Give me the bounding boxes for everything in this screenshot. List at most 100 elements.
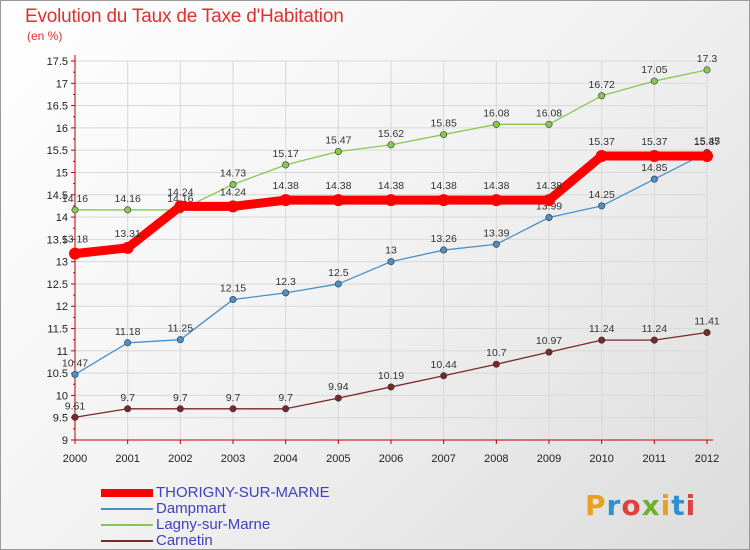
data-point — [440, 131, 448, 139]
data-label: 14.38 — [378, 180, 404, 192]
logo-letter: r — [606, 489, 622, 522]
data-point — [598, 92, 606, 100]
logo-letter: o — [621, 489, 642, 522]
y-tick-label: 10 — [56, 390, 68, 402]
data-point — [334, 148, 342, 156]
data-point — [595, 149, 608, 162]
legend-swatch — [101, 524, 153, 526]
y-tick-label: 12 — [56, 301, 68, 313]
data-label: 11.24 — [589, 323, 615, 335]
y-tick-label: 9.5 — [53, 413, 68, 425]
data-label: 15.47 — [325, 135, 351, 147]
data-point — [545, 348, 553, 356]
data-label: 16.08 — [536, 107, 562, 119]
y-tick-label: 11.5 — [47, 324, 68, 336]
y-tick-label: 17.5 — [47, 56, 68, 68]
data-label: 14.38 — [431, 180, 457, 192]
x-tick-label: 2007 — [431, 453, 455, 465]
chart-title: Evolution du Taux de Taxe d'Habitation — [25, 6, 344, 27]
data-point — [545, 120, 553, 128]
data-label: 14.38 — [483, 180, 509, 192]
data-label: 16.08 — [483, 107, 509, 119]
data-label: 9.7 — [278, 392, 293, 404]
data-label: 11.24 — [642, 323, 668, 335]
data-point — [703, 66, 711, 74]
legend-item: Dampmart — [101, 501, 330, 517]
data-label: 15.37 — [694, 136, 720, 148]
y-tick-label: 11 — [57, 346, 68, 358]
data-label: 16.72 — [589, 79, 615, 91]
y-tick-label: 10.5 — [47, 368, 68, 380]
data-label: 14.38 — [536, 180, 562, 192]
data-label: 10.7 — [486, 347, 507, 359]
x-tick-label: 2005 — [326, 453, 350, 465]
data-point — [71, 370, 79, 378]
logo-letter: P — [585, 489, 607, 522]
x-tick-label: 2011 — [643, 453, 667, 465]
data-label: 9.51 — [65, 400, 86, 412]
data-label: 14.73 — [220, 168, 246, 180]
data-point — [282, 161, 290, 169]
data-point — [703, 329, 711, 337]
y-tick-label: 12.5 — [47, 279, 68, 291]
data-label: 15.37 — [589, 136, 615, 148]
data-point — [543, 194, 555, 207]
data-point — [124, 339, 132, 347]
data-point — [121, 241, 134, 254]
logo-letter: i — [685, 489, 697, 522]
data-label: 14.16 — [115, 193, 141, 205]
data-label: 13.39 — [483, 227, 509, 239]
data-point — [282, 405, 290, 413]
data-label: 15.17 — [273, 148, 299, 160]
data-label: 9.94 — [328, 381, 349, 393]
data-point — [124, 206, 132, 214]
x-tick-label: 2003 — [221, 453, 245, 465]
data-label: 11.25 — [168, 323, 194, 335]
x-tick-label: 2004 — [273, 453, 297, 465]
data-label: 15.37 — [641, 136, 667, 148]
data-point — [71, 413, 79, 421]
x-tick-label: 2010 — [589, 453, 613, 465]
data-label: 14.38 — [325, 180, 351, 192]
data-point — [332, 194, 345, 207]
data-point — [334, 280, 342, 288]
data-label: 13.31 — [115, 228, 141, 240]
data-point — [492, 240, 500, 248]
data-label: 10.19 — [378, 370, 404, 382]
data-point — [282, 289, 290, 297]
data-point — [492, 120, 500, 128]
data-label: 14.38 — [273, 180, 299, 192]
data-point — [387, 141, 395, 149]
legend-swatch — [101, 540, 153, 542]
data-label: 15.45 — [694, 135, 720, 147]
data-label: 10.97 — [536, 335, 562, 347]
data-point — [440, 246, 448, 254]
data-point — [227, 200, 239, 213]
y-tick-label: 13.5 — [47, 234, 68, 246]
data-label: 12.5 — [328, 267, 349, 279]
data-point — [69, 247, 81, 260]
data-label: 10.44 — [431, 359, 457, 371]
x-tick-label: 2001 — [115, 453, 139, 465]
y-tick-label: 13 — [56, 257, 68, 269]
legend-item: Lagny-sur-Marne — [101, 517, 330, 533]
y-tick-label: 17 — [56, 78, 68, 90]
y-tick-label: 16 — [56, 123, 68, 135]
legend-item: Carnetin — [101, 533, 330, 549]
data-label: 17.05 — [641, 64, 667, 76]
data-point — [229, 181, 237, 189]
y-tick-label: 14.5 — [47, 190, 68, 202]
data-point — [176, 405, 184, 413]
data-point — [598, 202, 606, 210]
chart-subtitle: (en %) — [27, 29, 63, 43]
legend-item: THORIGNY-SUR-MARNE — [101, 485, 330, 501]
data-label: 10.47 — [62, 357, 88, 369]
x-tick-label: 2008 — [484, 453, 508, 465]
data-point — [598, 336, 606, 344]
data-label: 11.18 — [115, 326, 141, 338]
legend: THORIGNY-SUR-MARNE Dampmart Lagny-sur-Marn… — [101, 485, 330, 549]
data-label: 14.24 — [167, 186, 193, 198]
data-label: 14.24 — [220, 186, 246, 198]
